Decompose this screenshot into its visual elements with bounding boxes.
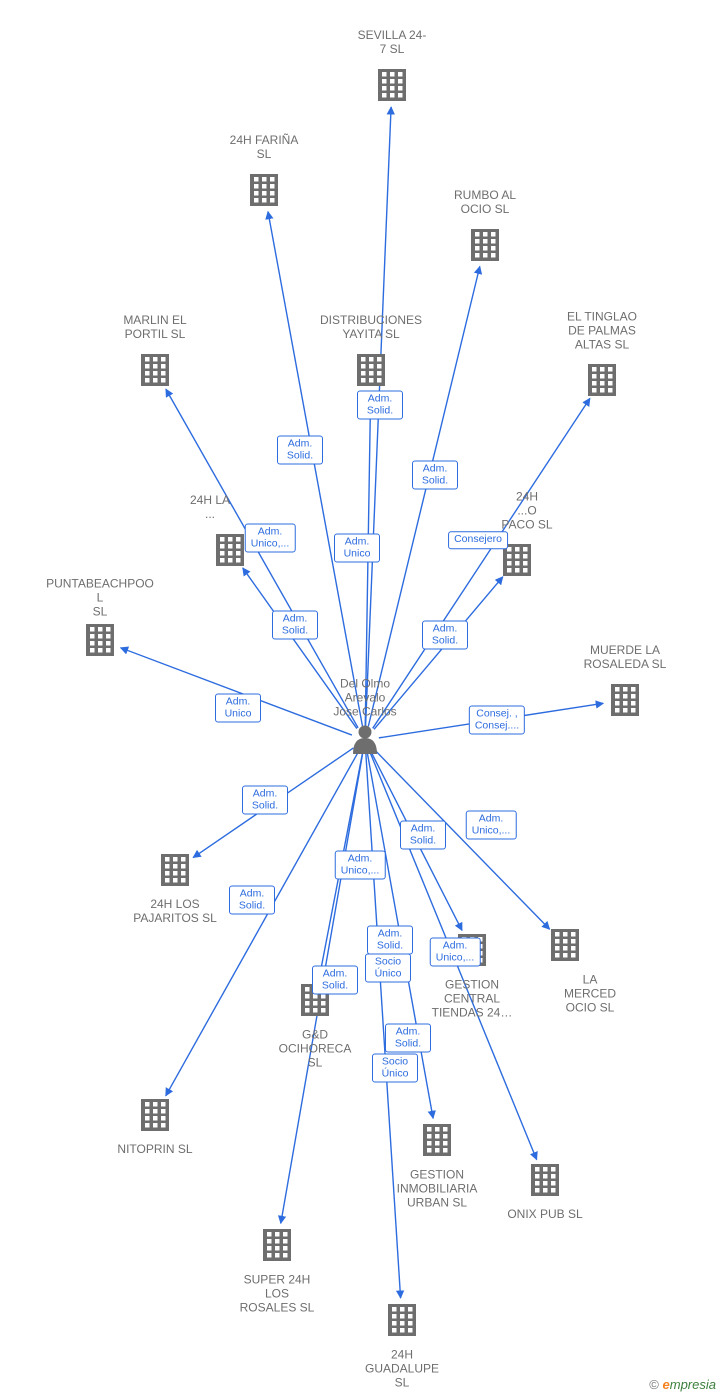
company-label-merced: LA MERCED OCIO SL — [535, 973, 645, 1014]
company-label-muerde: MUERDE LA ROSALEDA SL — [570, 644, 680, 672]
company-label-super24: SUPER 24H LOS ROSALES SL — [222, 1273, 332, 1314]
company-icon-punta[interactable] — [86, 624, 114, 656]
company-label-pajaritos: 24H LOS PAJARITOS SL — [120, 898, 230, 926]
edge-label-paco: Adm. Solid. — [422, 620, 468, 649]
company-icon-la24h[interactable] — [216, 534, 244, 566]
company-central[interactable]: GESTION CENTRAL TIENDAS 24… — [417, 974, 527, 1019]
company-icon-super24[interactable] — [263, 1229, 291, 1261]
company-icon-nitoprin[interactable] — [141, 1099, 169, 1131]
company-icon-rumbo[interactable] — [471, 229, 499, 261]
edge-label-merced: Adm. Unico,... — [466, 810, 517, 839]
company-label-yayita: DISTRIBUCIONES YAYITA SL — [316, 314, 426, 342]
company-rumbo[interactable]: RUMBO AL OCIO SL — [430, 189, 540, 221]
edge-label-gdocih: Adm. Solid. — [312, 965, 358, 994]
brand-e: e — [663, 1377, 670, 1392]
edge-label-pajaritos: Adm. Solid. — [242, 785, 288, 814]
edge-label-guadalupe: Adm. Solid. — [385, 1023, 431, 1052]
company-paco[interactable]: 24H ...O PACO SL — [472, 490, 582, 535]
company-icon-urban[interactable] — [423, 1124, 451, 1156]
edge-label-farina: Adm. Solid. — [277, 435, 323, 464]
company-tinglao[interactable]: EL TINGLAO DE PALMAS ALTAS SL — [547, 310, 657, 355]
edge-label-extra-0: Adm. Solid. — [367, 925, 413, 954]
brand-rest: mpresia — [670, 1377, 716, 1392]
copyright-symbol: © — [649, 1377, 659, 1392]
company-pajaritos[interactable]: 24H LOS PAJARITOS SL — [120, 894, 230, 926]
company-sevilla[interactable]: SEVILLA 24- 7 SL — [337, 29, 447, 61]
company-icon-yayita[interactable] — [357, 354, 385, 386]
company-la24h[interactable]: 24H LA ... — [155, 494, 265, 526]
company-label-paco: 24H ...O PACO SL — [472, 490, 582, 531]
company-icon-paco[interactable] — [503, 544, 531, 576]
center-person[interactable]: Del Olmo Arevalo Jose Carlos — [310, 677, 420, 722]
edge-label-yayita: Adm. Unico — [334, 533, 380, 562]
edge-to-farina — [268, 212, 362, 727]
company-label-sevilla: SEVILLA 24- 7 SL — [337, 29, 447, 57]
edge-label-muerde: Consej. , Consej.... — [469, 705, 525, 734]
company-icon-farina[interactable] — [250, 174, 278, 206]
company-merced[interactable]: LA MERCED OCIO SL — [535, 969, 645, 1014]
company-label-gdocih: G&D OCIHORECA SL — [260, 1028, 370, 1069]
company-label-urban: GESTION INMOBILIARIA URBAN SL — [382, 1168, 492, 1209]
company-nitoprin[interactable]: NITOPRIN SL — [100, 1139, 210, 1157]
company-label-marlin: MARLIN EL PORTIL SL — [100, 314, 210, 342]
edge-label-onix: Adm. Unico,... — [430, 937, 481, 966]
company-guadalupe[interactable]: 24H GUADALUPE SL — [347, 1344, 457, 1389]
company-label-onix: ONIX PUB SL — [490, 1208, 600, 1222]
company-farina[interactable]: 24H FARIÑA SL — [209, 134, 319, 166]
company-muerde[interactable]: MUERDE LA ROSALEDA SL — [570, 644, 680, 676]
edge-label-la24h: Adm. Solid. — [272, 610, 318, 639]
company-label-tinglao: EL TINGLAO DE PALMAS ALTAS SL — [547, 310, 657, 351]
company-icon-onix[interactable] — [531, 1164, 559, 1196]
center-person-icon[interactable] — [353, 726, 377, 755]
company-label-la24h: 24H LA ... — [155, 494, 265, 522]
company-label-farina: 24H FARIÑA SL — [209, 134, 319, 162]
footer-credit: © empresia — [649, 1377, 716, 1392]
company-label-nitoprin: NITOPRIN SL — [100, 1143, 210, 1157]
company-label-central: GESTION CENTRAL TIENDAS 24… — [417, 978, 527, 1019]
company-label-guadalupe: 24H GUADALUPE SL — [347, 1348, 457, 1389]
company-label-rumbo: RUMBO AL OCIO SL — [430, 189, 540, 217]
company-icon-tinglao[interactable] — [588, 364, 616, 396]
company-label-punta: PUNTABEACHPOOL SL — [45, 577, 155, 618]
company-punta[interactable]: PUNTABEACHPOOL SL — [45, 577, 155, 622]
edge-label-extra-1: Socio Único — [365, 953, 411, 982]
company-yayita[interactable]: DISTRIBUCIONES YAYITA SL — [316, 314, 426, 346]
company-icon-pajaritos[interactable] — [161, 854, 189, 886]
edge-label-extra-2: Socio Único — [372, 1053, 418, 1082]
company-icon-guadalupe[interactable] — [388, 1304, 416, 1336]
company-icon-merced[interactable] — [551, 929, 579, 961]
edge-label-marlin: Adm. Unico,... — [245, 523, 296, 552]
company-urban[interactable]: GESTION INMOBILIARIA URBAN SL — [382, 1164, 492, 1209]
edge-label-rumbo: Adm. Solid. — [412, 460, 458, 489]
company-gdocih[interactable]: G&D OCIHORECA SL — [260, 1024, 370, 1069]
center-person-label: Del Olmo Arevalo Jose Carlos — [310, 677, 420, 718]
edge-label-sevilla: Adm. Solid. — [357, 390, 403, 419]
edge-label-central: Adm. Solid. — [400, 820, 446, 849]
company-icon-muerde[interactable] — [611, 684, 639, 716]
edge-label-punta: Adm. Unico — [215, 693, 261, 722]
company-onix[interactable]: ONIX PUB SL — [490, 1204, 600, 1222]
edge-label-nitoprin: Adm. Solid. — [229, 885, 275, 914]
edge-label-super24: Adm. Unico,... — [335, 850, 386, 879]
company-super24[interactable]: SUPER 24H LOS ROSALES SL — [222, 1269, 332, 1314]
company-icon-sevilla[interactable] — [378, 69, 406, 101]
company-icon-marlin[interactable] — [141, 354, 169, 386]
company-marlin[interactable]: MARLIN EL PORTIL SL — [100, 314, 210, 346]
